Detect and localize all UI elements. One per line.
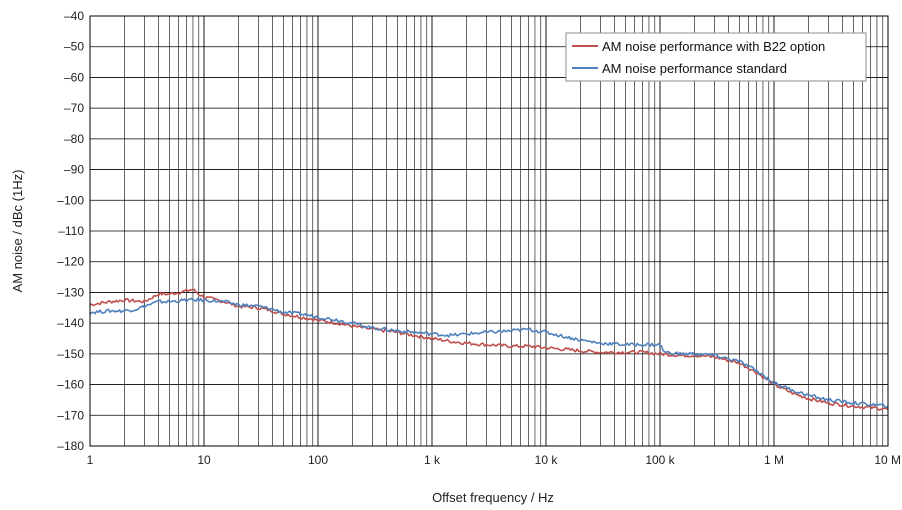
series-layer [89,288,889,411]
x-tick-label: 1 [87,453,94,467]
legend-label-standard: AM noise performance standard [602,61,787,76]
x-tick-label: 100 k [645,453,675,467]
y-tick-label: –130 [57,285,84,299]
grid-lines [89,15,888,447]
y-tick-label: –100 [57,193,84,207]
y-tick-label: –40 [64,9,84,23]
x-tick-label: 1 k [424,453,441,467]
y-tick-label: –60 [64,70,84,84]
x-tick-label: 10 M [874,453,901,467]
y-tick-label: –120 [57,255,84,269]
y-tick-label: –70 [64,101,84,115]
x-axis-title: Offset frequency / Hz [432,490,554,505]
y-tick-label: –170 [57,408,84,422]
y-tick-label: –90 [64,163,84,177]
y-tick-label: –50 [64,40,84,54]
x-tick-label: 1 M [764,453,784,467]
y-tick-label: –110 [58,224,84,238]
series-line-standard [89,297,889,409]
legend-box [565,32,867,82]
legend: AM noise performance with B22 option AM … [565,32,867,82]
plot-frame [89,15,889,447]
y-tick-label: –140 [57,316,84,330]
y-tick-labels: –40 –50 –60 –70 –80 –90 –100 –110 –120 –130 –140 –1… [57,9,84,453]
legend-label-b22: AM noise performance with B22 option [602,39,825,54]
x-tick-labels: 1 10 100 1 k 10 k 100 k 1 M 10 M [87,453,901,467]
y-tick-label: –150 [57,347,84,361]
x-tick-label: 10 k [535,453,559,467]
x-tick-label: 10 [197,453,211,467]
x-tick-label: 100 [308,453,328,467]
y-tick-label: –160 [57,378,84,392]
series-line-b22 [89,288,889,411]
y-tick-label: –80 [64,132,84,146]
y-axis-title: AM noise / dBc (1Hz) [10,170,25,293]
y-tick-label: –180 [57,439,84,453]
